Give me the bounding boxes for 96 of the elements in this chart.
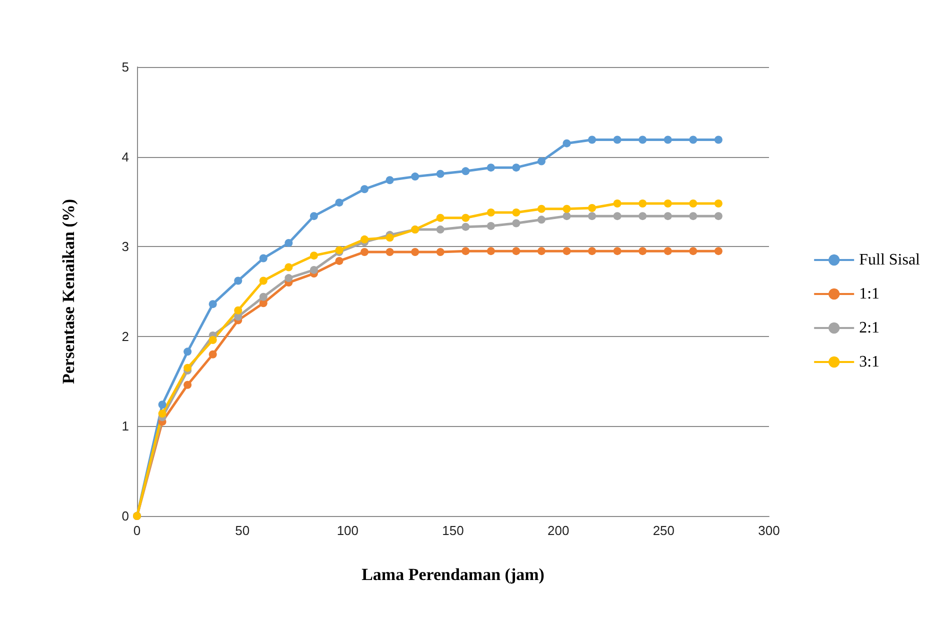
point [512, 208, 520, 216]
x-axis-title: Lama Perendaman (jam) [362, 565, 544, 584]
point [537, 204, 546, 213]
point [714, 212, 722, 220]
point [208, 350, 217, 358]
point [588, 204, 596, 212]
point [638, 247, 647, 256]
point [208, 336, 217, 344]
point [664, 200, 672, 208]
point [310, 212, 318, 220]
point [184, 364, 192, 372]
point [562, 139, 571, 148]
legend-label: 2:1 [859, 320, 880, 336]
y-tick-label: 3 [122, 239, 129, 254]
point [562, 204, 571, 213]
point [562, 247, 571, 256]
point [486, 247, 495, 256]
y-tick-label: 4 [122, 149, 129, 164]
point [158, 410, 166, 418]
point [664, 212, 672, 220]
point [360, 185, 369, 194]
point [208, 300, 217, 308]
point [486, 208, 495, 216]
point [512, 219, 520, 228]
x-tick-label: 200 [547, 523, 570, 538]
point [613, 212, 622, 220]
point [462, 167, 470, 176]
point [714, 200, 722, 208]
point [411, 248, 420, 256]
point [436, 226, 444, 234]
point [462, 247, 470, 256]
point [664, 136, 672, 144]
legend-label: 1:1 [859, 286, 880, 302]
point [310, 266, 318, 274]
point [158, 400, 166, 409]
point [638, 212, 647, 220]
point [588, 136, 596, 144]
x-tick-label: 250 [652, 523, 675, 538]
point [664, 247, 672, 256]
point [689, 247, 698, 256]
point [436, 170, 444, 178]
point [310, 252, 318, 260]
point [184, 348, 192, 356]
point [259, 254, 268, 262]
point [436, 214, 444, 222]
point [335, 198, 344, 207]
point [360, 235, 369, 244]
y-tick-label: 2 [122, 328, 129, 344]
point [537, 157, 546, 166]
point [714, 247, 722, 256]
x-tick-label: 0 [133, 523, 141, 538]
point [486, 222, 495, 230]
point [259, 276, 268, 285]
point [512, 164, 520, 172]
point [386, 176, 394, 184]
point [512, 247, 520, 256]
point [613, 200, 622, 208]
point [537, 216, 546, 224]
point [588, 247, 596, 256]
x-tick-label: 300 [758, 523, 780, 538]
y-tick-label: 1 [122, 418, 129, 434]
point [184, 380, 192, 389]
x-tick-label: 100 [336, 523, 359, 538]
point [234, 306, 242, 314]
point [234, 276, 242, 285]
point [259, 292, 268, 301]
point [562, 212, 571, 220]
x-tick-label: 150 [442, 523, 464, 538]
point [588, 212, 596, 220]
point [411, 172, 420, 181]
point [386, 234, 394, 242]
point [689, 200, 698, 208]
point [638, 200, 647, 208]
point [284, 274, 293, 282]
point [436, 248, 444, 256]
y-tick-label: 0 [122, 508, 129, 524]
point [335, 256, 344, 265]
point [462, 222, 470, 231]
x-tick-label: 50 [235, 523, 250, 538]
y-axis-title: Persentase Kenaikan (%) [59, 198, 78, 384]
point [638, 136, 647, 144]
point [613, 247, 622, 256]
point [284, 263, 293, 272]
point [360, 248, 369, 256]
legend-label: Full Sisal [859, 252, 921, 268]
point [284, 239, 293, 248]
point [689, 136, 698, 144]
y-tick-label: 5 [122, 60, 129, 74]
point [613, 136, 622, 144]
legend-label: 3:1 [859, 354, 880, 370]
point [386, 248, 394, 256]
point [462, 214, 470, 222]
point [537, 247, 546, 256]
point [486, 164, 495, 172]
point [689, 212, 698, 220]
point [714, 136, 722, 144]
